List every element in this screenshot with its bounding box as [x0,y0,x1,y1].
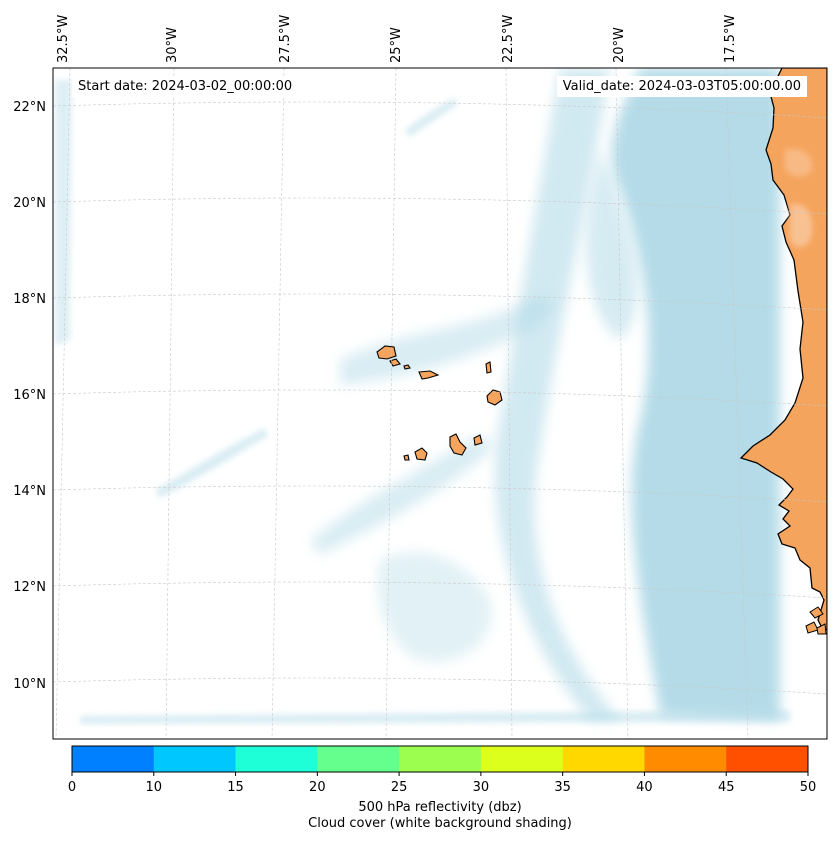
cloud-band-northeast [586,150,638,340]
colorbar: 0 10 15 20 25 30 35 40 45 50 [68,745,817,795]
colorbar-tick-label: 40 [636,780,653,795]
cloud-cover-layer [55,68,790,724]
land-highlight-north [785,148,813,177]
island-maio [473,434,483,446]
island-fogo [414,447,428,461]
meridian-25w [385,68,397,739]
colorbar-tick-label: 35 [554,780,571,795]
land-highlight [790,204,813,247]
cloud-streak-north [405,98,458,137]
colorbar-segment [72,746,155,772]
cloud-strip-south [80,710,790,724]
colorbar-tick-label: 50 [800,780,817,795]
island-brava [403,454,410,461]
colorbar-tick-label: 20 [309,780,326,795]
island-santo-antao [376,345,397,360]
parallel-22n [53,101,827,119]
parallel-18n [53,293,827,311]
lon-label: 17.5°W [723,15,738,63]
cloud-streak-west [155,428,268,498]
colorbar-segment [235,746,318,772]
latitude-labels: 22°N 20°N 18°N 16°N 14°N 12°N 10°N [13,100,46,692]
lat-label: 10°N [13,677,46,692]
cloud-band-middle [494,68,620,720]
gridlines [53,68,827,739]
start-date-label: Start date: 2024-03-02_00:00:00 [72,76,299,97]
colorbar-segment [480,746,564,772]
cloud-strip-west-edge [55,80,72,345]
lon-label: 32.5°W [56,15,71,63]
map-frame [52,67,828,740]
colorbar-tick-label: 30 [473,780,490,795]
map-area [53,68,827,739]
colorbar-frame [71,745,809,773]
parallel-10n [53,677,827,695]
colorbar-segment [644,746,727,772]
cloud-blob-south-central [377,552,492,662]
meridian-32-5w [55,68,71,739]
island-santiago [449,433,467,456]
colorbar-segment [317,746,400,772]
lon-label: 20°W [612,27,627,63]
colorbar-label-cloud: Cloud cover (white background shading) [308,816,572,831]
parallel-16n [53,389,827,407]
island-sal [485,361,492,374]
island-santa-luzia [403,364,411,370]
cape-verde-islands [376,345,503,461]
island-boa-vista [486,389,503,406]
lat-label: 22°N [13,100,46,115]
colorbar-label-reflectivity: 500 hPa reflectivity (dbz) [358,800,522,815]
colorbar-tick-label: 45 [718,780,735,795]
lat-label: 20°N [13,196,46,211]
lon-label: 27.5°W [278,15,293,63]
colorbar-segment [562,746,645,772]
lat-label: 18°N [13,292,46,307]
lon-label: 30°W [165,27,180,63]
meridian-22-5w [505,68,513,739]
colorbar-tick-label: 25 [391,780,408,795]
longitude-labels: 32.5°W 30°W 27.5°W 25°W 22.5°W 20°W 17.5… [56,15,738,63]
meridian-30w [165,68,175,739]
meridian-27-5w [271,68,285,739]
island-sao-nicolau [418,370,440,380]
cloud-band-southwest [310,436,491,555]
lon-label: 25°W [389,27,404,63]
colorbar-segment [153,746,237,772]
meridian-17-5w [725,68,749,739]
lat-label: 14°N [13,484,46,499]
lat-label: 16°N [13,388,46,403]
colorbar-tick-label: 0 [68,780,76,795]
parallel-20n [53,197,827,215]
parallel-12n [53,581,827,599]
parallel-14n [53,485,827,503]
lon-label: 22.5°W [501,15,516,63]
colorbar-segment [399,746,482,772]
lat-label: 12°N [13,580,46,595]
colorbar-tick-label: 15 [227,780,244,795]
island-sao-vicente [389,358,401,367]
cloud-band-east [611,68,780,720]
meridian-20w [615,68,629,739]
colorbar-segment [726,746,809,772]
bijagos-islands [805,606,827,635]
colorbar-title: 500 hPa reflectivity (dbz) Cloud cover (… [190,800,690,832]
valid-date-label: Valid_date: 2024-03-03T05:00:00.00 [556,76,807,97]
colorbar-tick-label: 10 [146,780,163,795]
